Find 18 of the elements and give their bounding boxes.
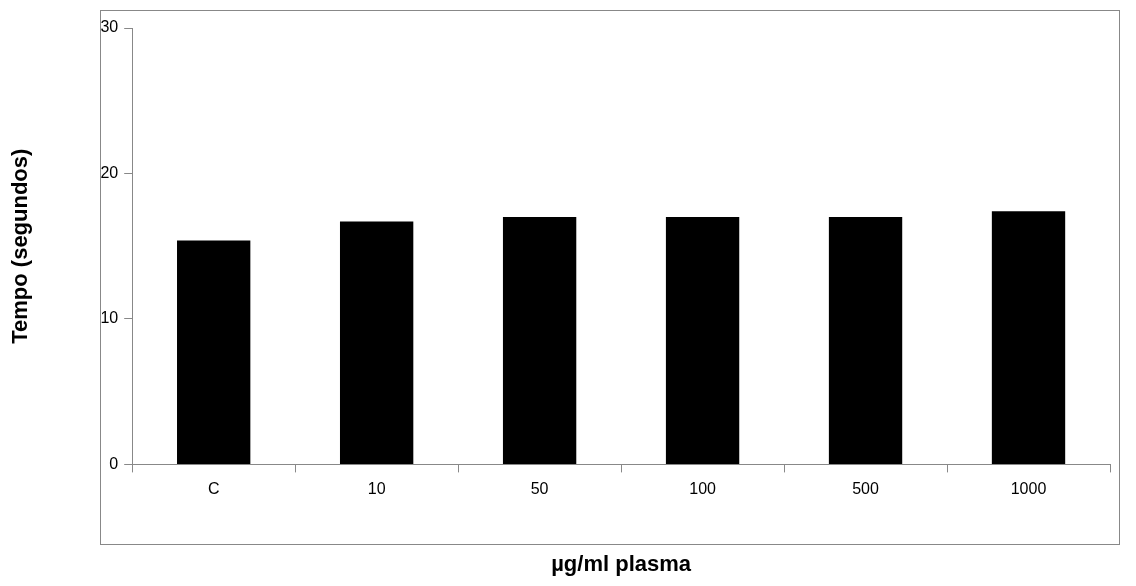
bar (991, 211, 1066, 464)
x-tick-label: 100 (689, 480, 717, 498)
bar (502, 217, 577, 464)
bar (828, 217, 903, 464)
x-tick-label: 1000 (1010, 480, 1047, 498)
y-axis-title: Tempo (segundos) (7, 148, 33, 344)
y-tick-label: 0 (109, 454, 119, 472)
y-tick-label: 20 (100, 163, 119, 181)
y-tick-label: 30 (100, 18, 119, 36)
bar (665, 217, 740, 464)
bar (177, 240, 251, 464)
y-tick-label: 10 (100, 309, 119, 327)
x-tick-label: 500 (852, 480, 879, 498)
bar (339, 221, 414, 464)
x-axis-title: µg/ml plasma (551, 550, 692, 576)
x-tick-label: 10 (367, 480, 386, 498)
x-tick-label: C (207, 480, 220, 498)
x-tick-label: 50 (530, 480, 549, 498)
